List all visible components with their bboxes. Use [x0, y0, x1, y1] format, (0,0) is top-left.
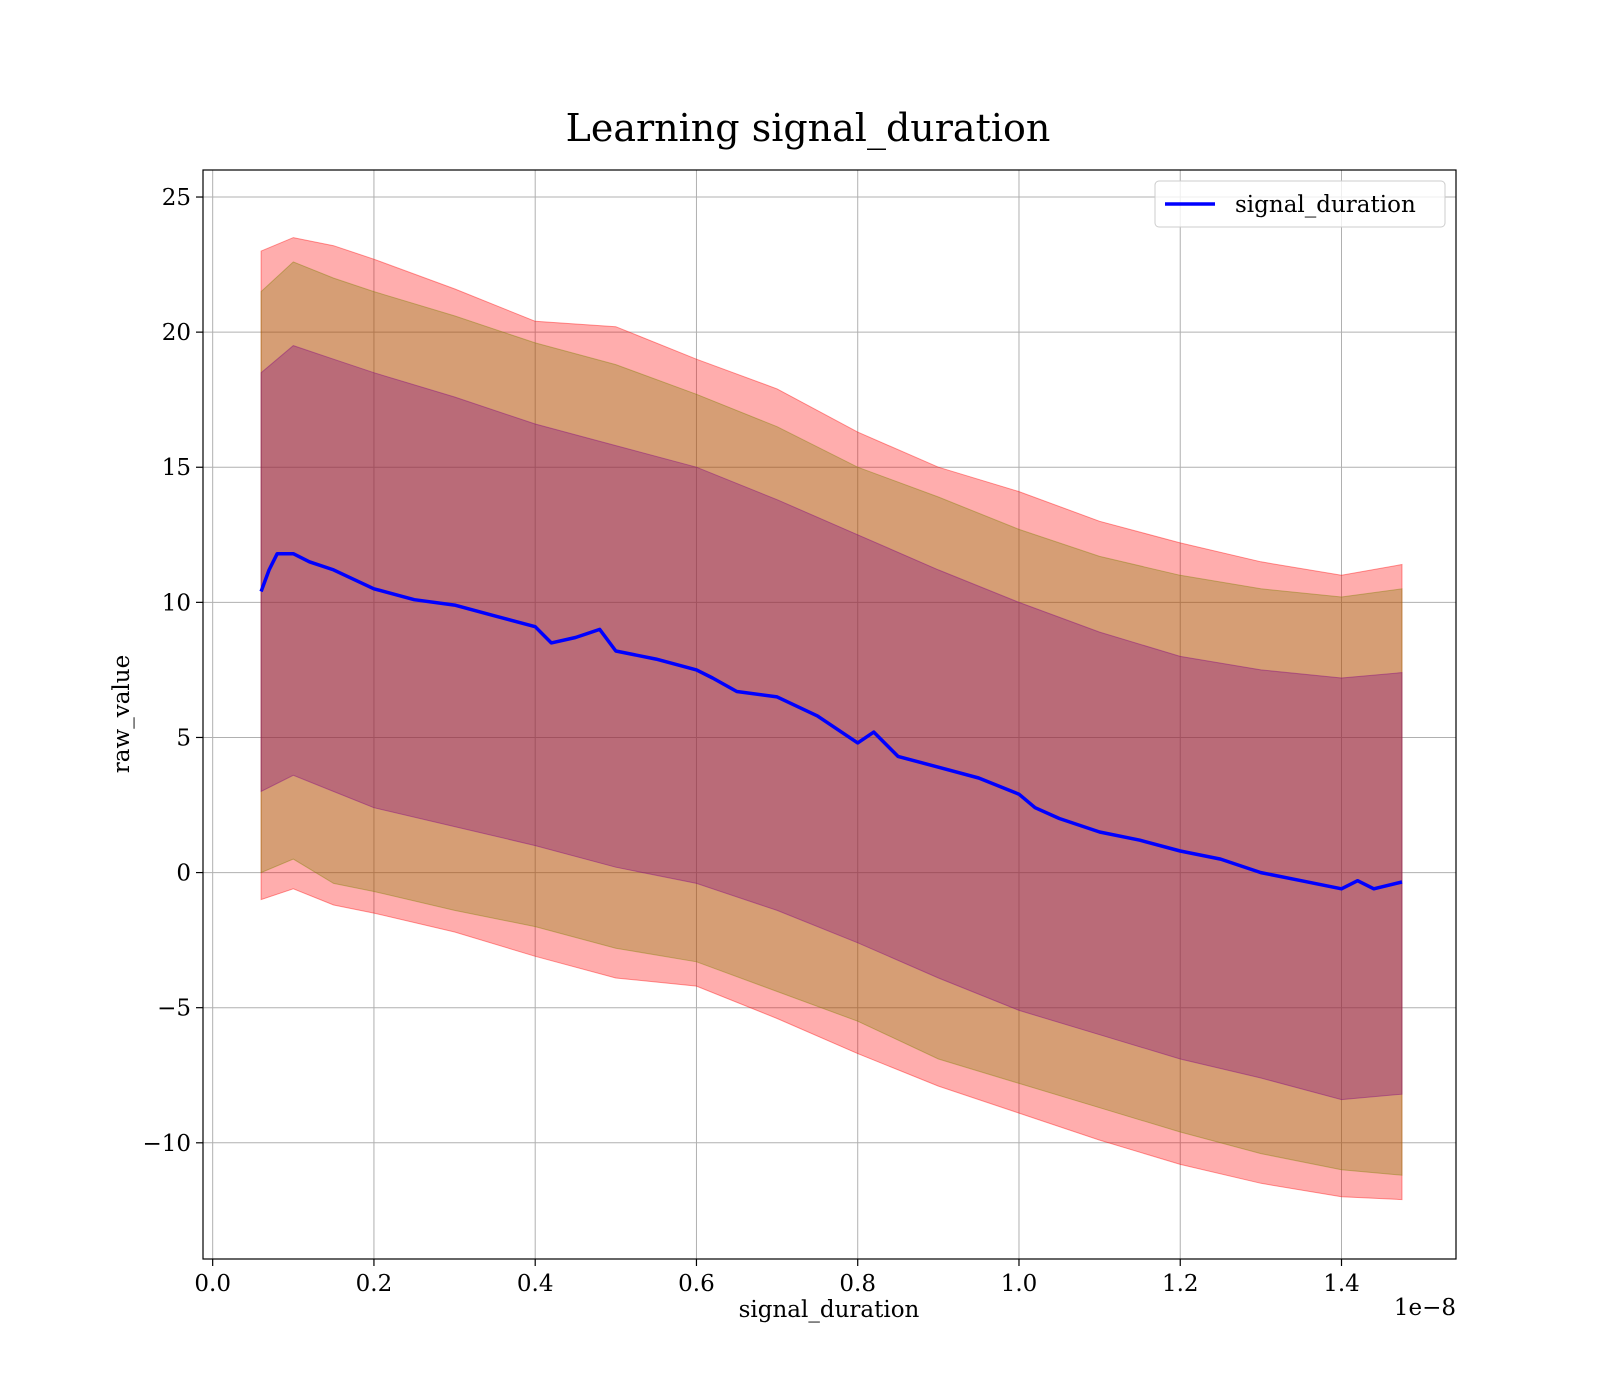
chart-title: Learning signal_duration [566, 106, 1051, 151]
plot-frame [202, 169, 1457, 1260]
y-tick-label-7: 25 [162, 185, 191, 211]
series-line-signal-duration [259, 551, 1403, 891]
y-tick-label-5: 15 [162, 455, 191, 481]
x-tick-label-4: 0.8 [839, 1271, 876, 1297]
x-tick-label-0: 0.0 [194, 1271, 231, 1297]
x-tick-label-5: 1.0 [1001, 1271, 1038, 1297]
legend: signal_duration [1154, 180, 1446, 228]
band-band-middle [260, 261, 1403, 1176]
y-axis-label: raw_value [109, 655, 135, 773]
y-tick-label-6: 20 [162, 320, 191, 346]
band-band-outer [260, 237, 1403, 1201]
y-tick-label-1: −5 [157, 996, 191, 1022]
y-tick-label-4: 10 [162, 590, 191, 616]
legend-box [1154, 180, 1446, 228]
band-band-inner [260, 345, 1403, 1101]
x-tick-label-3: 0.6 [678, 1271, 715, 1297]
y-tick-label-0: −10 [142, 1131, 191, 1157]
x-axis-ticks: 0.0 0.2 0.4 0.6 0.8 1.0 1.2 1.4 [194, 1259, 1360, 1297]
confidence-bands [260, 237, 1403, 1201]
x-axis-offset-label: 1e−8 [1394, 1295, 1456, 1321]
y-axis-ticks: −10 −5 0 5 10 15 20 25 [142, 185, 203, 1157]
y-tick-label-3: 5 [176, 725, 191, 751]
grid [203, 170, 1456, 1259]
legend-label-signal-duration: signal_duration [1235, 192, 1416, 218]
x-tick-label-1: 0.2 [356, 1271, 393, 1297]
y-tick-label-2: 0 [176, 861, 191, 887]
series-lines [259, 551, 1403, 891]
x-tick-label-6: 1.2 [1162, 1271, 1199, 1297]
x-tick-label-2: 0.4 [517, 1271, 554, 1297]
x-axis-label: signal_duration [739, 1297, 920, 1323]
x-tick-label-7: 1.4 [1323, 1271, 1360, 1297]
